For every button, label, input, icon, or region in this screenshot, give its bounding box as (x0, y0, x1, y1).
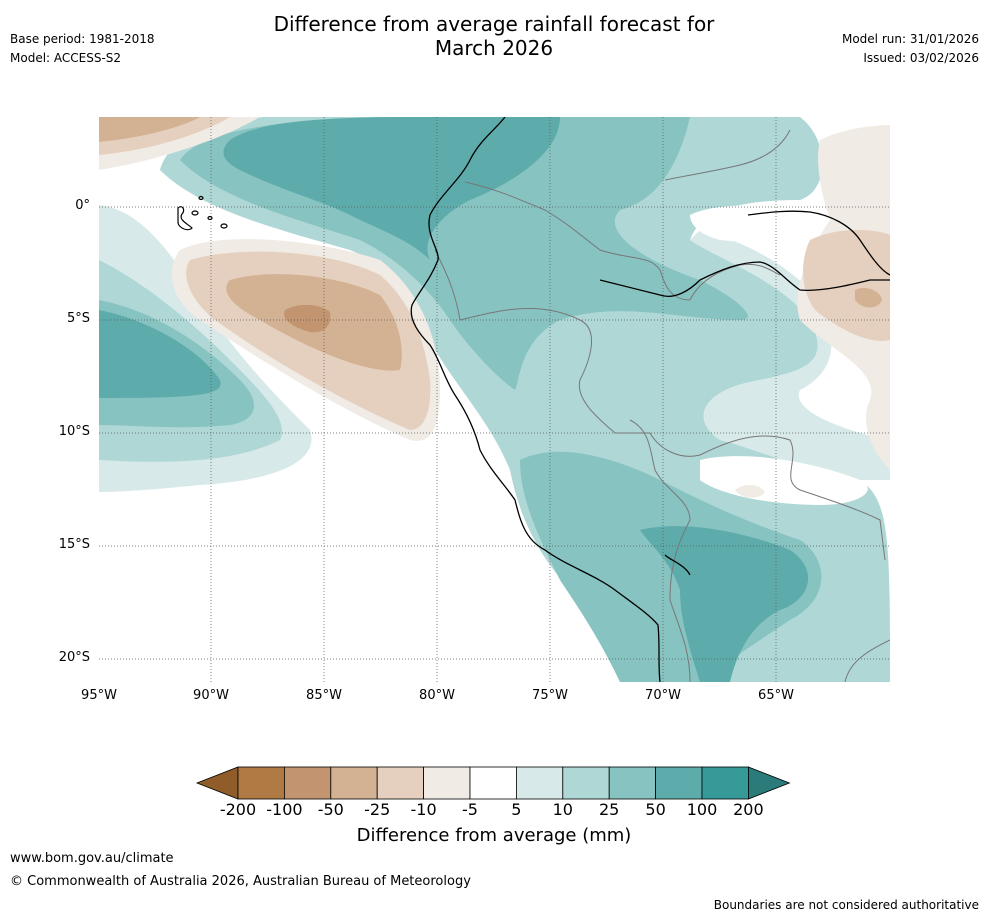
colorbar-tick-label: -5 (462, 800, 478, 819)
colorbar-tick-label: 10 (552, 800, 573, 819)
model-run-date: Model run: 31/01/2026 (841, 32, 979, 46)
meta-left: Base period: 1981-2018 Model: ACCESS-S2 (10, 30, 155, 68)
colorbar-title: Difference from average (mm) (356, 825, 632, 846)
anomaly-west-ocean-4 (99, 310, 221, 398)
colorbar-tick-label: 25 (599, 800, 620, 819)
colorbar-swatch (515, 766, 564, 800)
colorbar-extend-high (748, 766, 791, 800)
colorbar-swatch (469, 766, 517, 800)
lon-label-70w: 70°W (645, 688, 681, 703)
colorbar-tick-label: 5 (511, 800, 522, 819)
colorbar-swatch (237, 766, 285, 800)
colorbar-swatch (376, 766, 424, 800)
galapagos-islands (177, 195, 228, 231)
lon-label-85w: 85°W (306, 688, 342, 703)
model-name: Model: ACCESS-S2 (10, 51, 122, 65)
anomaly-east-negative-dark (855, 288, 882, 308)
colorbar-tick-label: -200 (219, 800, 257, 819)
colorbar-swatch (562, 766, 610, 800)
anomaly-region-5-10 (690, 230, 890, 480)
title-line-2: March 2026 (434, 36, 554, 60)
chart-title: Difference from average rainfall forecas… (0, 12, 988, 60)
rainfall-anomaly-map (99, 117, 890, 682)
colorbar-tick-label: 200 (733, 800, 764, 819)
anomaly-north-gap (690, 205, 820, 242)
issued-date: Issued: 03/02/2026 (863, 51, 979, 65)
colorbar-swatch (701, 766, 749, 800)
anomaly-small-negative (735, 484, 765, 498)
colorbar-swatch (423, 766, 471, 800)
title-line-1: Difference from average rainfall forecas… (273, 12, 715, 36)
lat-label-10s: 10°S (58, 424, 90, 439)
lat-label-15s: 15°S (58, 537, 90, 552)
colorbar-tick-label: -10 (410, 800, 437, 819)
lon-label-95w: 95°W (81, 688, 117, 703)
colorbar-swatch (330, 766, 378, 800)
anomaly-nw-negative-dark (99, 117, 200, 142)
lon-label-90w: 90°W (193, 688, 229, 703)
lon-label-65w: 65°W (758, 688, 794, 703)
lon-label-80w: 80°W (419, 688, 455, 703)
website-link[interactable]: www.bom.gov.au/climate (10, 851, 174, 866)
colorbar-swatch (655, 766, 703, 800)
copyright-notice: © Commonwealth of Australia 2026, Austra… (10, 874, 471, 889)
colorbar-swatch (608, 766, 657, 800)
colorbar-tick-label: -25 (364, 800, 391, 819)
colorbar-tick-label: -100 (266, 800, 303, 819)
colorbar-tick-label: -50 (317, 800, 344, 819)
anomaly-negative-50-100 (284, 304, 331, 333)
meta-right: Model run: 31/01/2026 Issued: 03/02/2026 (842, 30, 979, 68)
anomaly-region-50-100-south (640, 526, 809, 682)
boundaries-disclaimer: Boundaries are not considered authoritat… (713, 898, 979, 912)
lat-label-0: 0° (75, 198, 90, 213)
anomaly-region-50-100 (223, 117, 560, 260)
colorbar-swatch (284, 766, 332, 800)
lat-label-5s: 5°S (66, 311, 90, 326)
lat-label-20s: 20°S (58, 650, 90, 665)
base-period: Base period: 1981-2018 (10, 32, 155, 46)
coastlines (410, 117, 890, 682)
lon-label-75w: 75°W (532, 688, 568, 703)
colorbar-extend-low (195, 766, 239, 800)
colorbar-tick-label: 100 (686, 800, 718, 819)
graticule (99, 117, 890, 682)
colorbar-tick-label: 50 (645, 800, 666, 819)
colorbar (195, 766, 791, 800)
